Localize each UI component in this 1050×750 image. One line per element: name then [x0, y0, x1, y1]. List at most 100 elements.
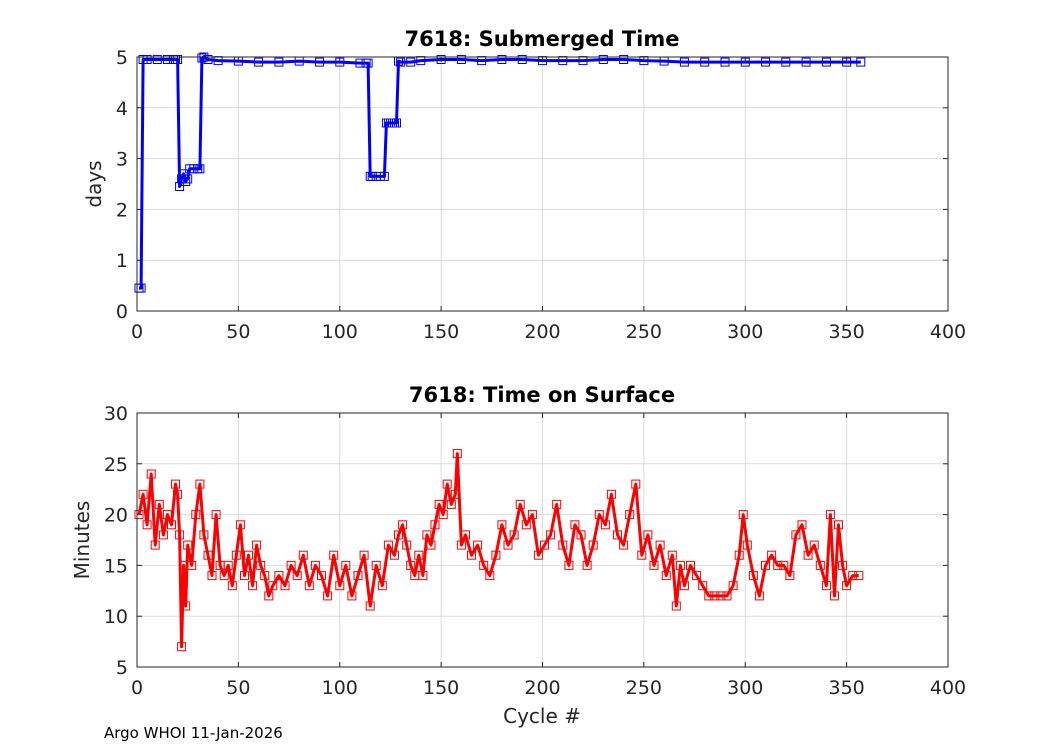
data-point [692, 571, 702, 581]
data-point [671, 601, 681, 611]
data-point [637, 550, 647, 560]
data-point [353, 571, 363, 581]
data-point [390, 550, 399, 560]
data-point [767, 550, 777, 560]
data-point [594, 510, 604, 520]
data-point [152, 55, 162, 64]
data-point [619, 540, 629, 550]
data-point [280, 581, 290, 591]
data-point [274, 571, 284, 581]
data-point [446, 499, 456, 509]
data-point [452, 449, 462, 459]
data-point [219, 571, 229, 581]
data-point [173, 489, 183, 499]
data-point [394, 530, 403, 540]
data-point [254, 57, 264, 67]
data-point [842, 581, 852, 591]
data-point [785, 571, 795, 581]
data-point [679, 581, 689, 591]
y-tick-labels: 5 10 15 20 25 30 [104, 403, 128, 679]
data-point [588, 540, 598, 550]
data-point [838, 560, 848, 570]
data-point [134, 510, 144, 520]
data-point [517, 55, 527, 64]
y-tick-label: 1 [116, 250, 128, 272]
data-point [211, 510, 221, 520]
data-point [570, 520, 580, 530]
data-point [698, 581, 708, 591]
x-tick-labels: 0 50 100 150 200 250 300 350 400 [131, 321, 966, 343]
data-point [809, 540, 819, 550]
data-point [533, 550, 543, 560]
data-point [398, 520, 408, 530]
data-point [223, 560, 233, 570]
data-point [485, 571, 495, 581]
data-point [264, 591, 274, 601]
data-point [371, 560, 381, 570]
data-point [825, 510, 835, 520]
data-point [406, 560, 416, 570]
data-point [383, 540, 393, 550]
y-axis-label: days [82, 160, 106, 207]
data-point [619, 55, 629, 64]
data-point [521, 520, 531, 530]
data-point [479, 560, 489, 570]
data-point [675, 560, 685, 570]
data-point [720, 57, 730, 67]
data-point [761, 57, 770, 67]
data-point [625, 510, 635, 520]
series-markers [134, 449, 864, 652]
data-point [183, 540, 193, 550]
data-point [195, 479, 205, 489]
data-point [426, 540, 436, 550]
x-tick-label: 150 [423, 677, 459, 699]
data-point [821, 57, 831, 67]
data-point [546, 530, 556, 540]
axes-box [136, 56, 949, 312]
data-point [422, 530, 432, 540]
data-point [406, 57, 416, 67]
data-point [722, 591, 732, 601]
series-line [137, 452, 859, 649]
data-point [613, 530, 622, 540]
data-point [274, 57, 284, 67]
data-point [503, 540, 513, 550]
data-point [655, 540, 665, 550]
data-point [142, 520, 152, 530]
data-point [323, 591, 333, 601]
data-point [564, 560, 574, 570]
data-point [171, 479, 180, 489]
data-point [363, 58, 373, 68]
data-point [227, 581, 237, 591]
data-point [576, 530, 586, 540]
data-point [142, 55, 152, 64]
data-point [434, 499, 444, 509]
x-tick-label: 0 [131, 321, 143, 343]
data-point [856, 57, 866, 67]
data-point [461, 530, 470, 540]
data-point [773, 560, 783, 570]
data-point [436, 55, 446, 64]
data-point [365, 601, 375, 611]
x-tick-label: 300 [727, 321, 763, 343]
data-point [304, 581, 314, 591]
x-tick-label: 100 [322, 321, 358, 343]
data-point [162, 510, 172, 520]
data-point [335, 57, 345, 67]
data-point [235, 520, 245, 530]
x-tick-label: 350 [828, 677, 864, 699]
data-point [686, 560, 695, 570]
data-point [667, 550, 677, 560]
data-point [748, 571, 758, 581]
data-point [268, 581, 278, 591]
data-point [341, 560, 351, 570]
data-point [781, 57, 791, 67]
data-point [631, 479, 641, 489]
data-point [606, 489, 616, 499]
x-tick-label: 0 [131, 677, 143, 699]
data-point [600, 520, 610, 530]
data-point [187, 560, 197, 570]
data-point [742, 540, 752, 550]
data-point [527, 510, 537, 520]
